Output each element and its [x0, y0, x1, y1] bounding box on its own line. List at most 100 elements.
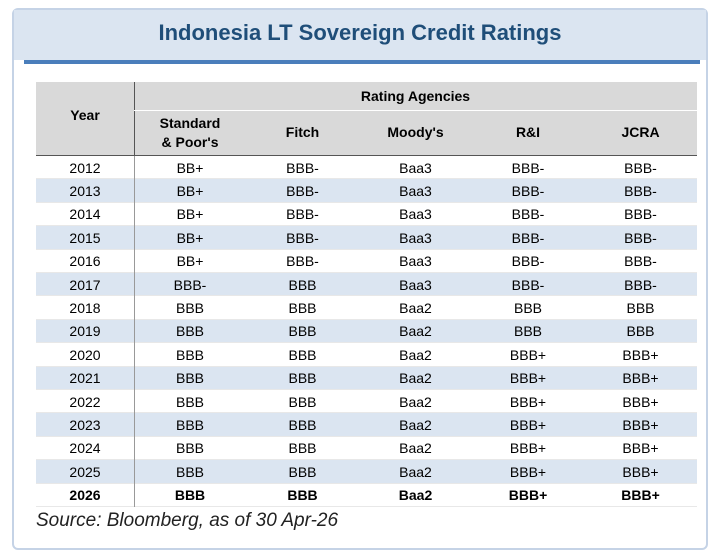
- row-bg: [36, 460, 697, 484]
- rating-cell: BBB: [288, 323, 317, 340]
- rating-cell: Baa3: [399, 159, 432, 176]
- column-header: Moody's: [387, 124, 444, 140]
- rating-cell: BBB-: [624, 229, 657, 246]
- rating-cell: BBB+: [509, 346, 547, 363]
- row-bg: [36, 296, 697, 320]
- rating-cell: BBB-: [286, 253, 319, 270]
- rating-cell: BBB-: [511, 253, 545, 270]
- rating-cell: BBB: [175, 440, 204, 457]
- rating-cell: Baa2: [399, 417, 432, 434]
- rating-cell: BBB+: [508, 487, 548, 504]
- header-bg: [36, 82, 697, 155]
- rating-cell: BBB: [288, 393, 317, 410]
- rating-cell: BBB-: [511, 159, 545, 176]
- rating-cell: BB+: [176, 229, 204, 246]
- year-cell: 2016: [69, 253, 101, 270]
- rating-cell: Baa3: [399, 229, 432, 246]
- rating-cell: Baa2: [399, 393, 432, 410]
- row-bg: [36, 156, 697, 180]
- rating-cell: BBB-: [286, 183, 319, 200]
- column-header: R&I: [515, 124, 541, 140]
- frame: [12, 8, 708, 550]
- rating-cell: BBB+: [509, 463, 547, 480]
- rating-cell: BB+: [176, 183, 204, 200]
- row-bg: [36, 366, 697, 390]
- row-bg: [36, 343, 697, 367]
- rating-cell: BBB: [513, 300, 542, 317]
- rating-cell: BB+: [176, 159, 204, 176]
- header-divider: [134, 82, 135, 155]
- rating-cell: BBB: [288, 300, 317, 317]
- rating-cell: BBB-: [624, 253, 657, 270]
- rating-cell: BBB: [175, 417, 204, 434]
- title-rule: [24, 60, 700, 64]
- row-bg: [36, 436, 697, 461]
- rating-cell: BBB-: [511, 229, 545, 246]
- column-header: Fitch: [285, 124, 320, 140]
- rating-cell: BBB: [288, 440, 317, 457]
- rating-cell: BBB+: [622, 440, 659, 457]
- rating-cell: BB+: [176, 206, 204, 223]
- row-bg: [36, 202, 697, 227]
- rating-cell: BBB: [175, 463, 204, 480]
- rating-cell: BBB+: [622, 370, 659, 387]
- rating-cell: BBB: [626, 323, 655, 340]
- rating-cell: BBB+: [509, 440, 547, 457]
- rating-cell: BBB: [513, 323, 542, 340]
- rating-cell: Baa2: [399, 463, 432, 480]
- year-cell: 2012: [69, 159, 101, 176]
- rating-cell: Baa2: [399, 440, 432, 457]
- row-bg: [36, 249, 697, 273]
- rating-cell: Baa3: [399, 276, 432, 293]
- column-header: Standard & Poor's: [159, 114, 221, 150]
- rating-cell: BBB: [175, 370, 204, 387]
- year-cell: 2021: [69, 370, 101, 387]
- rating-cell: BBB-: [511, 183, 545, 200]
- year-cell: 2020: [69, 346, 101, 363]
- rating-cell: BBB+: [509, 370, 547, 387]
- rating-cell: Baa2: [399, 300, 432, 317]
- rating-cell: BBB-: [173, 276, 207, 293]
- rating-cell: BBB-: [286, 159, 319, 176]
- rating-cell: Baa3: [399, 253, 432, 270]
- rating-cell: BBB+: [509, 417, 547, 434]
- rating-cell: BBB+: [622, 393, 659, 410]
- year-cell: 2022: [69, 393, 101, 410]
- row-bg: [36, 483, 697, 507]
- row-bg: [36, 273, 697, 297]
- rating-cell: BBB: [288, 463, 317, 480]
- rating-cell: BBB: [626, 300, 655, 317]
- year-cell: 2018: [69, 300, 101, 317]
- header-bottom-line: [36, 155, 697, 156]
- source-note: Source: Bloomberg, as of 30 Apr-26: [36, 510, 339, 531]
- rating-cell: Baa2: [399, 323, 432, 340]
- row-bg: [36, 179, 697, 203]
- group-line: [134, 110, 697, 111]
- rating-cell: BBB+: [622, 463, 659, 480]
- rating-cell: BBB: [174, 487, 206, 504]
- rating-cell: BBB: [288, 417, 317, 434]
- year-cell: 2017: [69, 276, 101, 293]
- rating-cell: BBB+: [622, 346, 659, 363]
- rating-cell: Baa2: [399, 370, 432, 387]
- rating-cell: BBB-: [286, 206, 319, 223]
- year-divider: [134, 156, 135, 507]
- year-cell: 2026: [69, 487, 101, 504]
- rating-cell: BBB: [288, 276, 317, 293]
- rating-cell: BBB-: [624, 276, 657, 293]
- row-bg: [36, 413, 697, 437]
- year-cell: 2025: [69, 463, 101, 480]
- year-header: Year: [70, 106, 100, 123]
- rating-cell: BBB: [175, 346, 204, 363]
- rating-cell: Baa3: [399, 183, 432, 200]
- rating-cell: BBB-: [286, 229, 319, 246]
- year-cell: 2014: [69, 206, 101, 223]
- rating-cell: BBB+: [622, 417, 659, 434]
- title: Indonesia LT Sovereign Credit Ratings: [158, 20, 562, 45]
- rating-cell: BB+: [176, 253, 204, 270]
- rating-cell: BBB: [175, 393, 204, 410]
- rating-cell: BBB: [287, 487, 318, 504]
- rating-cell: BBB: [175, 323, 204, 340]
- rating-cell: BBB+: [621, 487, 660, 504]
